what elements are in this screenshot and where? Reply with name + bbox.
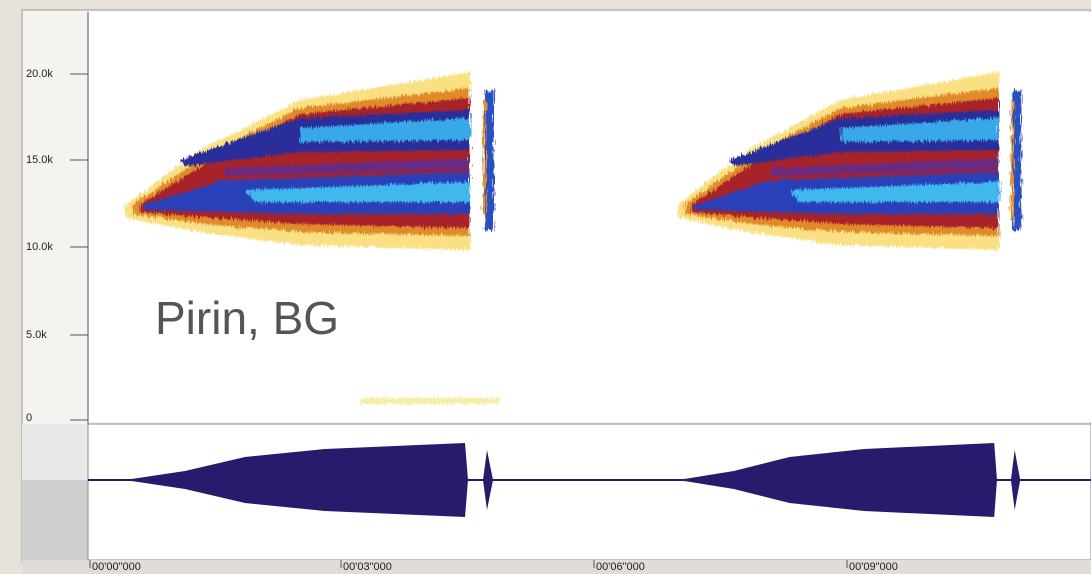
annotation: Pirin, BG xyxy=(155,292,339,344)
freq-label: 5.0k xyxy=(26,329,47,341)
time-label: 00'09"000 xyxy=(849,561,898,573)
time-ruler xyxy=(22,560,1091,574)
track-panel-lower xyxy=(22,480,88,560)
time-label: 00'03"000 xyxy=(343,561,392,573)
spectrogram xyxy=(125,72,1022,404)
freq-ticks xyxy=(70,73,88,421)
time-ticks xyxy=(89,560,848,568)
freq-label: 20.0k xyxy=(26,68,53,80)
freq-label: 15.0k xyxy=(26,154,53,166)
freq-label: 10.0k xyxy=(26,241,53,253)
time-label: 00'06"000 xyxy=(596,561,645,573)
time-label: 00'00"000 xyxy=(92,561,141,573)
freq-label: 0 xyxy=(26,412,32,424)
